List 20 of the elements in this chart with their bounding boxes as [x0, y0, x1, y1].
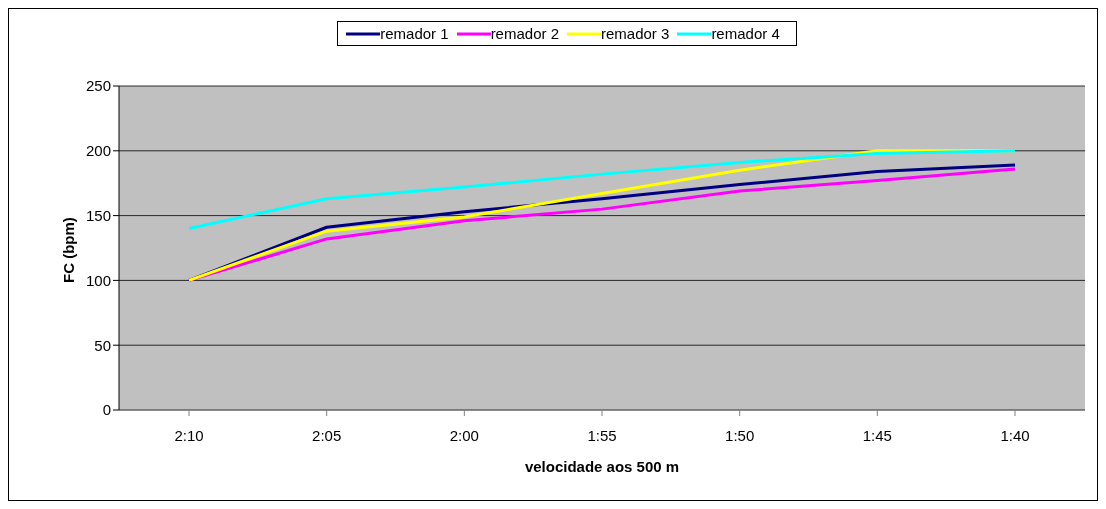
y-axis-title: FC (bpm) [60, 217, 78, 283]
legend-label: remador 1 [380, 25, 449, 42]
y-tick-label: 150 [85, 206, 111, 224]
y-tick-label: 200 [85, 142, 111, 160]
x-tick-label: 1:45 [862, 426, 892, 444]
y-tick-label: 250 [85, 77, 111, 95]
x-tick-label: 2:00 [449, 426, 479, 444]
x-axis-title: velocidade aos 500 m [524, 458, 680, 475]
x-tick-label: 2:05 [312, 426, 342, 444]
x-tick-label: 1:55 [587, 426, 617, 444]
legend-label: remador 3 [601, 25, 670, 42]
y-tick-label: 100 [85, 271, 111, 289]
legend-label: remador 2 [490, 25, 559, 42]
legend-label: remador 4 [711, 25, 780, 42]
y-tick-label: 0 [102, 401, 111, 419]
x-tick-label: 2:10 [174, 426, 204, 444]
x-tick-label: 1:50 [725, 426, 755, 444]
y-tick-label: 50 [94, 336, 111, 354]
line-series [187, 149, 1017, 231]
x-tick-label: 1:40 [1000, 426, 1030, 444]
